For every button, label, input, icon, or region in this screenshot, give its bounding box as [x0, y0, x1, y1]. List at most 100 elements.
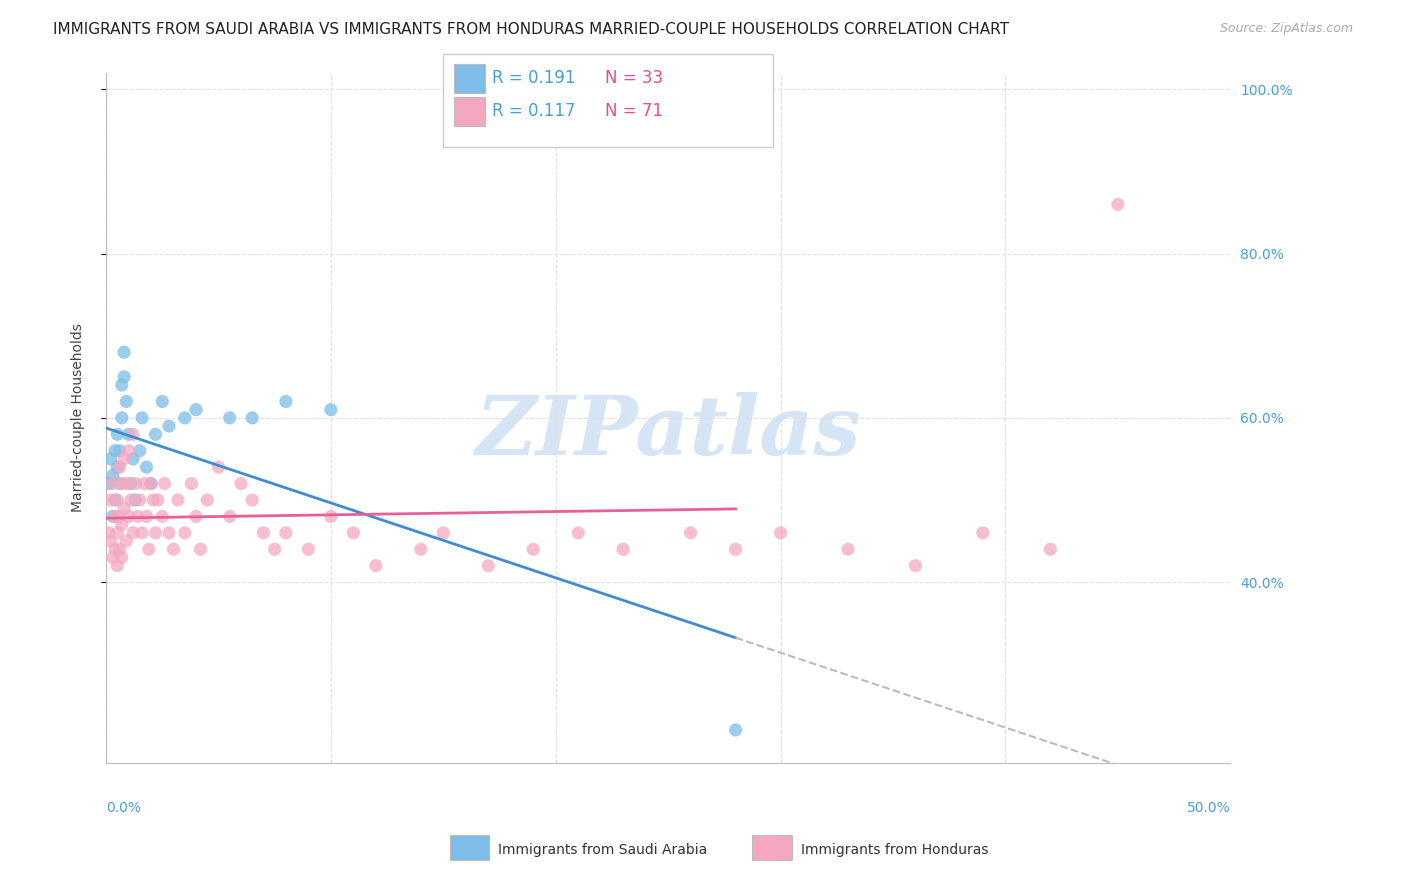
- Point: [522, 542, 544, 557]
- Point: [104, 509, 127, 524]
- Point: [105, 460, 128, 475]
- Point: [122, 427, 145, 442]
- Point: [145, 525, 167, 540]
- Point: [120, 493, 142, 508]
- Point: [111, 378, 134, 392]
- Point: [173, 525, 195, 540]
- Point: [173, 410, 195, 425]
- Point: [97, 525, 120, 540]
- Point: [120, 476, 142, 491]
- Point: [190, 542, 212, 557]
- Point: [115, 534, 138, 549]
- Text: N = 71: N = 71: [605, 103, 662, 120]
- Point: [229, 476, 252, 491]
- Point: [138, 542, 160, 557]
- Point: [274, 525, 297, 540]
- Point: [207, 460, 229, 475]
- Point: [111, 517, 134, 532]
- Point: [101, 476, 124, 491]
- Point: [319, 509, 342, 524]
- Point: [240, 493, 263, 508]
- Point: [134, 476, 156, 491]
- Point: [567, 525, 589, 540]
- Point: [104, 542, 127, 557]
- Point: [111, 476, 134, 491]
- Point: [101, 550, 124, 565]
- Point: [112, 345, 135, 359]
- Point: [101, 509, 124, 524]
- Point: [972, 525, 994, 540]
- Point: [150, 509, 173, 524]
- Point: [769, 525, 792, 540]
- Point: [240, 410, 263, 425]
- Text: ZIPatlas: ZIPatlas: [475, 392, 860, 472]
- Point: [679, 525, 702, 540]
- Point: [105, 525, 128, 540]
- Point: [409, 542, 432, 557]
- Text: Source: ZipAtlas.com: Source: ZipAtlas.com: [1219, 22, 1353, 36]
- Point: [111, 410, 134, 425]
- Point: [117, 443, 139, 458]
- Point: [724, 542, 747, 557]
- Point: [142, 493, 165, 508]
- Point: [108, 476, 131, 491]
- Point: [100, 452, 122, 467]
- Point: [319, 402, 342, 417]
- Point: [146, 493, 169, 508]
- Point: [150, 394, 173, 409]
- Point: [180, 476, 202, 491]
- Text: Immigrants from Honduras: Immigrants from Honduras: [801, 843, 988, 857]
- Point: [252, 525, 274, 540]
- Point: [108, 542, 131, 557]
- Point: [97, 476, 120, 491]
- Point: [112, 452, 135, 467]
- Y-axis label: Married-couple Households: Married-couple Households: [72, 324, 86, 512]
- Point: [117, 509, 139, 524]
- Point: [904, 558, 927, 573]
- Point: [1107, 197, 1129, 211]
- Point: [105, 558, 128, 573]
- Point: [477, 558, 499, 573]
- Point: [218, 410, 240, 425]
- Text: 50.0%: 50.0%: [1187, 801, 1230, 814]
- Point: [115, 394, 138, 409]
- Point: [128, 493, 150, 508]
- Point: [115, 476, 138, 491]
- Point: [342, 525, 364, 540]
- Point: [1039, 542, 1062, 557]
- Point: [112, 369, 135, 384]
- Point: [104, 443, 127, 458]
- Text: R = 0.117: R = 0.117: [492, 103, 575, 120]
- Point: [432, 525, 454, 540]
- Point: [105, 427, 128, 442]
- Point: [157, 419, 180, 434]
- Text: IMMIGRANTS FROM SAUDI ARABIA VS IMMIGRANTS FROM HONDURAS MARRIED-COUPLE HOUSEHOL: IMMIGRANTS FROM SAUDI ARABIA VS IMMIGRAN…: [53, 22, 1010, 37]
- Point: [297, 542, 319, 557]
- Point: [184, 509, 207, 524]
- Point: [837, 542, 859, 557]
- Point: [108, 443, 131, 458]
- Point: [128, 443, 150, 458]
- Point: [105, 493, 128, 508]
- Point: [124, 476, 146, 491]
- Point: [135, 509, 157, 524]
- Text: Immigrants from Saudi Arabia: Immigrants from Saudi Arabia: [498, 843, 707, 857]
- Point: [263, 542, 285, 557]
- Point: [124, 493, 146, 508]
- Point: [184, 402, 207, 417]
- Point: [131, 410, 153, 425]
- Point: [122, 452, 145, 467]
- Text: R = 0.191: R = 0.191: [492, 70, 575, 87]
- Point: [111, 550, 134, 565]
- Point: [167, 493, 190, 508]
- Point: [108, 509, 131, 524]
- Point: [135, 460, 157, 475]
- Point: [122, 525, 145, 540]
- Point: [127, 509, 149, 524]
- Point: [104, 493, 127, 508]
- Point: [100, 534, 122, 549]
- Point: [108, 460, 131, 475]
- Text: 0.0%: 0.0%: [105, 801, 141, 814]
- Point: [162, 542, 184, 557]
- Point: [145, 427, 167, 442]
